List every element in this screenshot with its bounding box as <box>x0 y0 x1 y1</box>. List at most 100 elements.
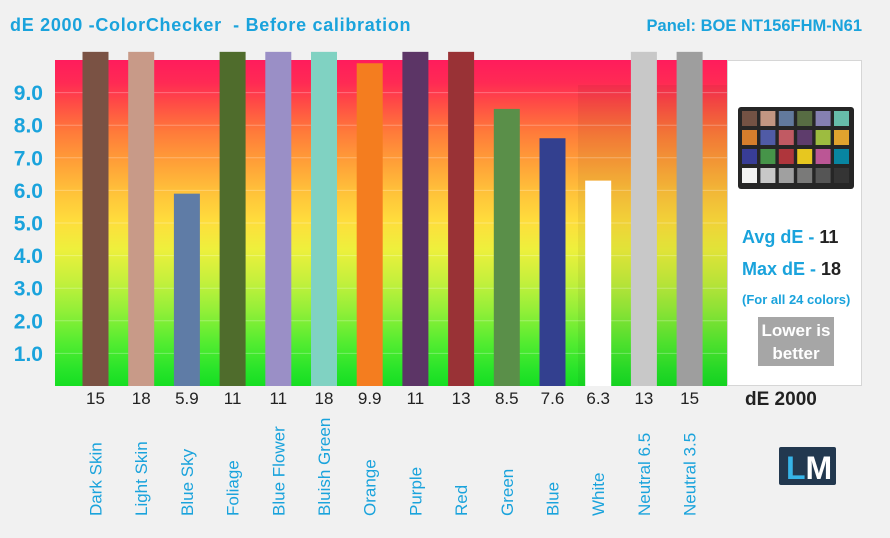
avg-de-value: 11 <box>819 227 838 247</box>
value-label-light-skin: 18 <box>132 389 151 408</box>
colorchecker-patch <box>834 130 849 145</box>
colorchecker-patch <box>815 168 831 183</box>
y-tick-label: 1.0 <box>14 343 43 366</box>
colorchecker-patch <box>815 149 831 164</box>
bar-foliage <box>219 51 246 386</box>
y-axis: 1.0 2.0 3.0 4.0 5.0 6.0 7.0 8.0 9.0 <box>14 82 43 366</box>
y-tick-label: 7.0 <box>14 147 43 170</box>
colorchecker-patch <box>760 130 776 145</box>
colorchecker-patch <box>778 149 794 164</box>
max-de-label: Max dE - <box>742 259 816 279</box>
y-tick-label: 5.0 <box>14 213 43 236</box>
y-tick-label: 4.0 <box>14 245 43 268</box>
colorchecker-patch <box>742 111 757 126</box>
bar-blue <box>539 138 566 386</box>
colorchecker-patch <box>797 111 813 126</box>
colorchecker-patch <box>834 111 849 126</box>
badge-background <box>758 317 834 366</box>
y-tick-label: 6.0 <box>14 180 43 203</box>
value-label-neutral-3-5: 15 <box>680 389 699 408</box>
value-label-purple: 11 <box>407 389 425 408</box>
colorchecker-patch <box>742 168 757 183</box>
category-labels: Dark Skin Light Skin Blue Sky Foliage Blue F… <box>87 418 700 516</box>
value-label-bluish-green: 18 <box>315 389 334 408</box>
colorchecker-patch <box>797 149 813 164</box>
max-de-value: 18 <box>821 259 841 279</box>
y-tick-label: 9.0 <box>14 82 43 105</box>
category-label-light-skin: Light Skin <box>132 441 151 516</box>
bar-green <box>493 108 520 387</box>
colorchecker-patch <box>760 111 776 126</box>
summary-panel: Avg dE -11 Max dE -18 (For all 24 colors… <box>727 60 862 386</box>
max-de-line: Max dE -18 <box>742 259 841 279</box>
colorchecker-patch <box>815 130 831 145</box>
y-tick-label: 8.0 <box>14 115 43 138</box>
value-label-neutral-6-5: 13 <box>634 389 653 408</box>
logo-letter-l: L <box>786 450 806 486</box>
category-label-dark-skin: Dark Skin <box>87 442 106 516</box>
chart-title: dE 2000 -ColorChecker - Before calibrati… <box>10 15 411 35</box>
value-label-foliage: 11 <box>224 389 242 408</box>
avg-de-label: Avg dE - <box>742 227 814 247</box>
lm-logo: LM <box>779 447 836 486</box>
value-label-blue-flower: 11 <box>269 389 287 408</box>
values-unit-label: dE 2000 <box>745 389 817 410</box>
value-label-white: 6.3 <box>586 389 610 408</box>
category-label-white: White <box>589 473 608 516</box>
lower-is-better-badge: Lower is better <box>758 317 834 366</box>
value-labels: 15 18 5.9 11 11 18 9.9 11 13 8.5 7.6 6.3 13 15 <box>86 389 699 408</box>
colorchecker-patch <box>760 149 776 164</box>
colorchecker-patch <box>778 130 794 145</box>
gridlines <box>55 92 727 354</box>
colorchecker-patch <box>834 149 849 164</box>
category-label-neutral-3-5: Neutral 3.5 <box>681 433 700 516</box>
colorchecker-patch <box>742 149 757 164</box>
panel-label: Panel: BOE NT156FHM-N61 <box>647 17 862 35</box>
colorchecker-patch <box>834 168 849 183</box>
bar-red <box>448 51 475 386</box>
category-label-purple: Purple <box>406 467 425 516</box>
value-label-dark-skin: 15 <box>86 389 105 408</box>
bar-dark-skin <box>82 51 109 386</box>
bars <box>82 51 703 387</box>
value-label-green: 8.5 <box>495 389 519 408</box>
logo-letter-m: M <box>806 450 833 486</box>
bar-neutral-3-5 <box>676 51 703 386</box>
bar-light-skin <box>128 51 155 386</box>
category-label-foliage: Foliage <box>224 460 243 516</box>
bar-neutral-6-5 <box>630 51 657 386</box>
colorchecker-patch <box>778 111 794 126</box>
colorchecker-patch <box>815 111 831 126</box>
category-label-green: Green <box>498 469 517 516</box>
bar-orange <box>356 63 383 386</box>
bar-blue-sky <box>173 193 200 386</box>
colors-note: (For all 24 colors) <box>742 292 850 307</box>
category-label-bluish-green: Bluish Green <box>315 418 334 516</box>
logo-lettering: LM <box>786 450 832 486</box>
badge-line-2: better <box>772 344 820 363</box>
bar-purple <box>402 51 429 386</box>
category-label-orange: Orange <box>361 459 380 516</box>
value-label-blue: 7.6 <box>541 389 565 408</box>
bar-bluish-green <box>311 51 337 386</box>
colorchecker-patch <box>760 168 776 183</box>
value-label-red: 13 <box>452 389 471 408</box>
category-label-blue: Blue <box>544 482 563 516</box>
y-tick-label: 3.0 <box>14 278 43 301</box>
badge-line-1: Lower is <box>762 321 831 340</box>
category-label-red: Red <box>452 485 471 516</box>
colorchecker-patch <box>778 168 794 183</box>
logo-background <box>779 447 836 485</box>
category-label-blue-sky: Blue Sky <box>178 448 197 516</box>
y-tick-label: 2.0 <box>14 310 43 333</box>
plot-background <box>55 60 727 386</box>
colorchecker-patch <box>797 130 813 145</box>
avg-de-line: Avg dE -11 <box>742 227 838 247</box>
bar-white <box>585 180 612 386</box>
plot-area <box>55 51 727 387</box>
colorchecker-image <box>738 107 854 189</box>
category-label-blue-flower: Blue Flower <box>269 426 288 516</box>
category-label-neutral-6-5: Neutral 6.5 <box>635 433 654 516</box>
value-label-orange: 9.9 <box>358 389 382 408</box>
